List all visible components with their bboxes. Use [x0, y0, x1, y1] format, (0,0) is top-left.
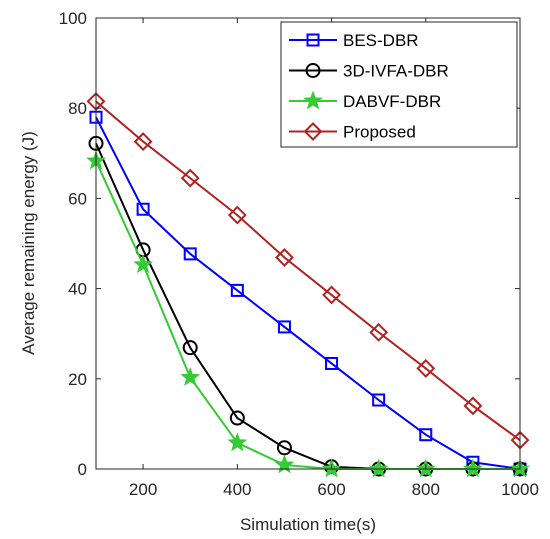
legend-label: BES-DBR	[343, 31, 419, 50]
legend-item: BES-DBR	[289, 31, 419, 50]
x-axis-label: Simulation time(s)	[240, 515, 376, 534]
legend-label: 3D-IVFA-DBR	[343, 62, 449, 81]
data-point	[230, 283, 244, 297]
y-axis: 0 20 40 60 80 100	[59, 9, 520, 479]
legend: BES-DBR 3D-IVFA-DBR DABVF-DBR Proposed	[280, 21, 518, 148]
data-point	[277, 320, 291, 334]
y-tick-label: 60	[68, 189, 87, 208]
data-point	[276, 440, 292, 456]
legend-marker	[303, 90, 323, 110]
data-point	[227, 432, 248, 452]
legend-box	[280, 21, 518, 148]
data-point	[419, 428, 433, 442]
x-tick-label: 1000	[501, 480, 539, 499]
x-tick-label: 600	[317, 480, 345, 499]
legend-marker	[306, 33, 320, 47]
y-tick-label: 100	[59, 9, 87, 28]
x-axis: 200 400 600 800 1000	[129, 18, 539, 499]
y-tick-label: 20	[68, 370, 87, 389]
y-tick-label: 40	[68, 280, 87, 299]
legend-label: Proposed	[343, 123, 416, 142]
data-point	[227, 205, 247, 225]
series-line	[95, 116, 521, 470]
legend-label: DABVF-DBR	[343, 92, 441, 111]
series-line	[95, 100, 521, 441]
data-point	[372, 393, 386, 407]
y-axis-label: Average remaining energy (J)	[19, 131, 38, 355]
data-point	[180, 168, 200, 188]
data-point	[275, 248, 294, 267]
data-point	[462, 458, 483, 478]
x-tick-label: 800	[412, 480, 440, 499]
legend-item: 3D-IVFA-DBR	[289, 62, 449, 81]
data-point	[229, 410, 245, 426]
legend-marker	[303, 122, 323, 141]
data-point	[136, 202, 150, 216]
data-point	[463, 396, 483, 416]
data-point	[182, 340, 198, 356]
y-tick-label: 0	[78, 460, 87, 479]
data-point	[183, 247, 197, 261]
data-point	[368, 458, 389, 478]
plot-frame	[95, 17, 521, 470]
data-point	[133, 254, 154, 274]
data-point	[180, 367, 201, 386]
x-tick-label: 200	[129, 480, 157, 499]
x-tick-label: 400	[223, 480, 251, 499]
data-point	[369, 322, 389, 342]
y-tick-label: 80	[68, 99, 87, 118]
legend-item: DABVF-DBR	[289, 90, 441, 111]
data-point	[416, 359, 436, 378]
data-point	[133, 132, 153, 151]
data-point	[325, 356, 339, 370]
legend-item: Proposed	[289, 122, 416, 142]
legend-marker	[305, 63, 321, 78]
data-point	[322, 285, 341, 305]
